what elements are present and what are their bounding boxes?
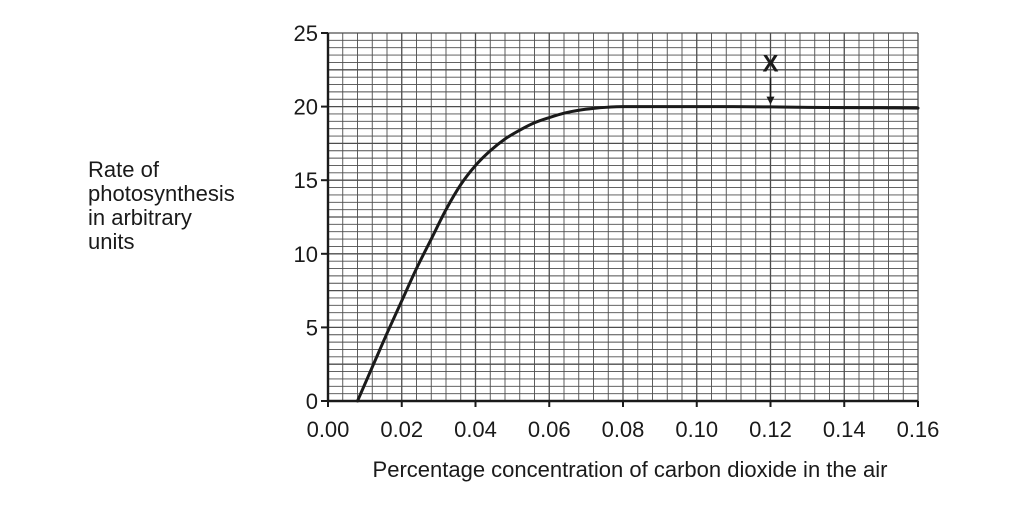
y-tick-label: 15 — [294, 168, 318, 193]
x-tick-labels: 0.00 0.02 0.04 0.06 0.08 0.10 0.12 0.14 0.16 — [307, 417, 940, 442]
y-axis-label-line: units — [88, 229, 134, 254]
annotation-label: X — [762, 51, 778, 78]
x-tick-label: 0.10 — [675, 417, 718, 442]
grid — [327, 32, 919, 402]
y-axis-label-line: in arbitrary — [88, 205, 192, 230]
annotation-layer: X — [762, 51, 779, 105]
y-tick-label: 5 — [306, 315, 318, 340]
x-tick-label: 0.14 — [823, 417, 866, 442]
x-tick-label: 0.16 — [897, 417, 940, 442]
series-line — [356, 105, 920, 403]
x-tick-label: 0.06 — [528, 417, 571, 442]
y-tick-label: 25 — [294, 21, 318, 46]
x-tick-label: 0.12 — [749, 417, 792, 442]
y-tick-label: 10 — [294, 242, 318, 267]
axes — [321, 32, 919, 407]
x-tick-label: 0.08 — [602, 417, 645, 442]
x-axis-label: Percentage concentration of carbon dioxi… — [373, 457, 888, 482]
y-tick-labels: 0 5 10 15 20 25 — [294, 21, 318, 414]
y-tick-label: 20 — [294, 95, 318, 120]
x-tick-label: 0.00 — [307, 417, 350, 442]
y-axis-label-line: photosynthesis — [88, 181, 235, 206]
x-tick-label: 0.04 — [454, 417, 497, 442]
y-axis-label-line: Rate of — [88, 157, 160, 182]
x-tick-label: 0.02 — [380, 417, 423, 442]
y-tick-label: 0 — [306, 389, 318, 414]
annotation-arrow-head — [766, 96, 775, 105]
series-layer — [356, 105, 920, 403]
